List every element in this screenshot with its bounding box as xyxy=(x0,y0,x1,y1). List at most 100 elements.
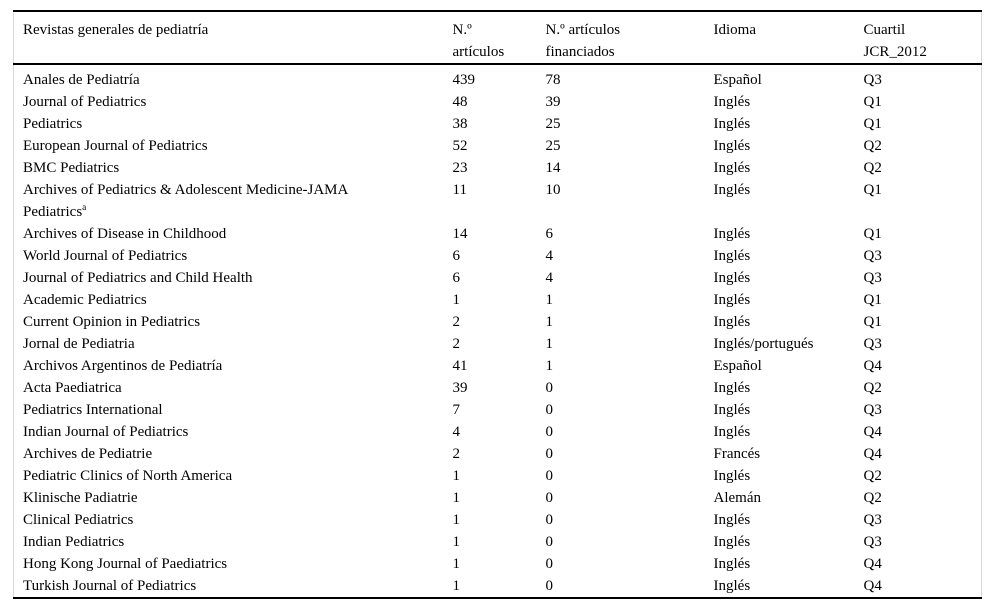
funded-count-cell: 25 xyxy=(545,138,561,154)
articles-count-cell: 14 xyxy=(452,226,468,242)
journal-name-cell: Indian Journal of Pediatrics xyxy=(23,424,189,440)
funded-count-cell: 4 xyxy=(545,248,554,264)
column-header-quartile: Cuartil JCR_2012 xyxy=(863,11,982,65)
quartile-cell: Q4 xyxy=(863,556,882,572)
articles-count-cell: 48 xyxy=(452,94,468,110)
journal-name-cell: Clinical Pediatrics xyxy=(23,512,134,528)
quartile-cell: Q1 xyxy=(863,314,882,330)
table-row: Turkish Journal of Pediatrics 1 0 Inglés Q4 xyxy=(14,575,982,598)
language-cell: Español xyxy=(713,72,762,88)
language-cell: Inglés xyxy=(713,556,751,572)
header-row: Revistas generales de pediatría N.º artícu… xyxy=(13,11,982,65)
journal-name-cell: Turkish Journal of Pediatrics xyxy=(23,578,197,594)
table-row: Pediatric Clinics of North America 1 0 Ingl… xyxy=(14,465,982,487)
journal-name-cell: Pediatric Clinics of North America xyxy=(23,468,233,484)
column-header-funded: N.º artículos financiados xyxy=(545,11,714,65)
funded-count-cell: 0 xyxy=(545,446,554,462)
journal-name-cell: Academic Pediatrics xyxy=(23,292,147,308)
articles-count-cell: 1 xyxy=(452,556,461,572)
quartile-cell: Q1 xyxy=(863,292,882,308)
table-row: Jornal de Pediatria 2 1 Inglés/portugués Q3 xyxy=(14,333,982,355)
articles-count-cell: 39 xyxy=(452,380,468,396)
column-header-language: Idioma xyxy=(713,11,864,65)
articles-count-cell: 4 xyxy=(452,424,461,440)
journal-name-cell: Journal of Pediatrics and Child Health xyxy=(23,270,253,286)
funded-count-cell: 1 xyxy=(545,292,554,308)
quartile-cell: Q4 xyxy=(863,358,882,374)
articles-count-cell: 6 xyxy=(452,248,461,264)
journal-name-cell: Archives de Pediatrie xyxy=(23,446,153,462)
language-cell: Inglés xyxy=(713,402,751,418)
quartile-cell: Q2 xyxy=(863,160,882,176)
funded-count-cell: 14 xyxy=(545,160,561,176)
table-row: Acta Paediatrica 39 0 Inglés Q2 xyxy=(14,377,982,399)
table-row: European Journal of Pediatrics 52 25 Inglés… xyxy=(14,135,982,157)
language-cell: Inglés xyxy=(713,160,751,176)
journal-name-cell: Journal of Pediatrics xyxy=(23,94,147,110)
articles-count-cell: 1 xyxy=(452,292,461,308)
funded-count-cell: 1 xyxy=(545,358,554,374)
articles-count-cell: 38 xyxy=(452,116,468,132)
language-cell: Inglés xyxy=(713,578,751,594)
footnote-marker: a xyxy=(82,203,87,213)
funded-count-cell: 0 xyxy=(545,512,554,528)
journal-name-cell: Anales de Pediatría xyxy=(23,72,140,88)
language-cell: Español xyxy=(713,358,762,374)
journal-name-cell: Jornal de Pediatria xyxy=(23,336,135,352)
language-cell: Inglés xyxy=(713,512,751,528)
articles-count-cell: 2 xyxy=(452,446,461,462)
journal-name-cell: BMC Pediatrics xyxy=(23,160,120,176)
column-header-articles: N.º artículos xyxy=(452,11,546,65)
column-header-journal: Revistas generales de pediatría xyxy=(13,11,453,65)
table-row: Academic Pediatrics 1 1 Inglés Q1 xyxy=(14,289,982,311)
language-cell: Inglés xyxy=(713,94,751,110)
funded-count-cell: 1 xyxy=(545,314,554,330)
table-header: Revistas generales de pediatría N.º artícu… xyxy=(13,11,982,65)
journal-name-cell: Current Opinion in Pediatrics xyxy=(23,314,201,330)
quartile-cell: Q1 xyxy=(863,226,882,242)
language-cell: Inglés xyxy=(713,534,751,550)
funded-count-cell: 0 xyxy=(545,534,554,550)
language-cell: Inglés xyxy=(713,138,751,154)
language-cell: Inglés/portugués xyxy=(713,336,814,352)
articles-count-cell: 23 xyxy=(452,160,468,176)
quartile-cell: Q3 xyxy=(863,534,882,550)
journal-name-cell: Archives of Disease in Childhood xyxy=(23,226,227,242)
quartile-cell: Q3 xyxy=(863,336,882,352)
funded-count-cell: 10 xyxy=(545,182,561,198)
language-cell: Inglés xyxy=(713,380,751,396)
journal-name-cell: Pediatrics International xyxy=(23,402,163,418)
quartile-cell: Q4 xyxy=(863,446,882,462)
journal-name-cell: Archivos Argentinos de Pediatría xyxy=(23,358,223,374)
journal-name-cell: World Journal of Pediatrics xyxy=(23,248,188,264)
funded-count-cell: 0 xyxy=(545,468,554,484)
articles-count-cell: 2 xyxy=(452,336,461,352)
table-row: Klinische Padiatrie 1 0 Alemán Q2 xyxy=(14,487,982,509)
table-row: Journal of Pediatrics and Child Health 6 4… xyxy=(14,267,982,289)
journal-name-cell: Pediatrics xyxy=(23,116,83,132)
funded-count-cell: 39 xyxy=(545,94,561,110)
table-row: Archivos Argentinos de Pediatría 41 1 Españ… xyxy=(14,355,982,377)
quartile-cell: Q4 xyxy=(863,424,882,440)
table-row: Current Opinion in Pediatrics 2 1 Inglés Q1 xyxy=(14,311,982,333)
articles-count-cell: 1 xyxy=(452,578,461,594)
funded-count-cell: 0 xyxy=(545,578,554,594)
language-cell: Inglés xyxy=(713,270,751,286)
articles-count-cell: 11 xyxy=(452,182,467,198)
language-cell: Alemán xyxy=(713,490,761,506)
articles-count-cell: 2 xyxy=(452,314,461,330)
journal-name-cell: Archives of Pediatrics & Adolescent Medi… xyxy=(23,182,349,220)
quartile-cell: Q2 xyxy=(863,138,882,154)
funded-count-cell: 0 xyxy=(545,380,554,396)
funded-count-cell: 0 xyxy=(545,490,554,506)
funded-count-cell: 1 xyxy=(545,336,554,352)
quartile-cell: Q2 xyxy=(863,490,882,506)
quartile-cell: Q3 xyxy=(863,512,882,528)
quartile-cell: Q2 xyxy=(863,468,882,484)
table-row: Indian Journal of Pediatrics 4 0 Inglés Q4 xyxy=(14,421,982,443)
language-cell: Inglés xyxy=(713,226,751,242)
articles-count-cell: 6 xyxy=(452,270,461,286)
journal-name-cell: Hong Kong Journal of Paediatrics xyxy=(23,556,228,572)
table-row: Archives of Pediatrics & Adolescent Medi… xyxy=(14,179,982,223)
articles-count-cell: 52 xyxy=(452,138,468,154)
